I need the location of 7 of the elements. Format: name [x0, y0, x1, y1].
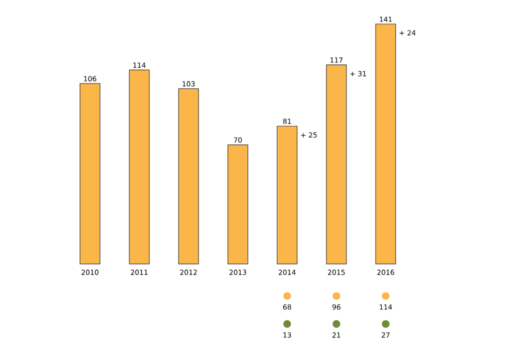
bar — [80, 83, 100, 264]
bar — [326, 64, 347, 264]
bar — [178, 88, 199, 264]
bar — [276, 126, 298, 264]
bar — [228, 144, 248, 264]
bar — [128, 70, 150, 264]
bar — [375, 24, 396, 264]
